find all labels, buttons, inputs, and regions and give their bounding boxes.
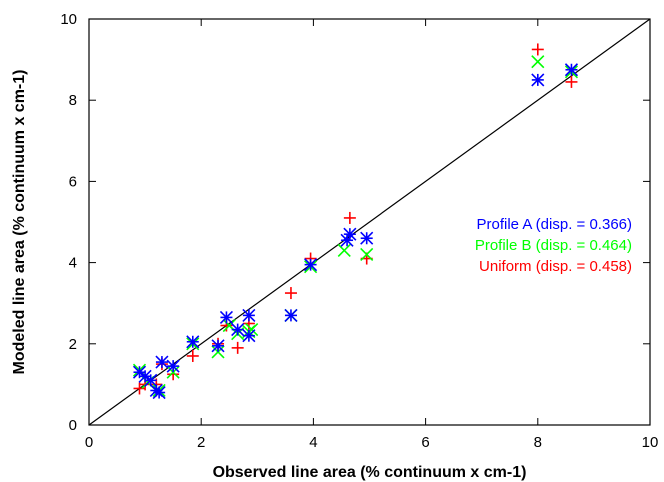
data-point-series-2	[565, 75, 578, 88]
data-point-series-0	[231, 323, 245, 337]
data-point-series-0	[219, 310, 234, 324]
data-point-series-0	[152, 385, 166, 400]
x-axis-label: Observed line area (% continuum x cm-1)	[213, 464, 527, 481]
data-point-series-0	[155, 355, 169, 369]
y-tick-label: 6	[69, 173, 77, 190]
data-point-series-2	[531, 43, 544, 56]
data-point-series-0	[186, 335, 200, 349]
legend: Profile A (disp. = 0.366) Profile B (dis…	[475, 216, 632, 275]
data-point-series-0	[284, 308, 298, 322]
legend-entry-uniform: Uniform (disp. = 0.458)	[479, 258, 632, 275]
data-point-series-1	[531, 55, 545, 69]
legend-entry-profile-a: Profile A (disp. = 0.366)	[476, 216, 632, 233]
y-tick-label: 4	[69, 255, 77, 272]
data-point-series-1	[337, 243, 351, 257]
reference-line-y-equals-x	[88, 18, 651, 426]
x-tick-label: 0	[85, 434, 93, 451]
data-point-series-0	[144, 373, 158, 387]
x-tick-label: 8	[534, 434, 542, 451]
axis-tick-labels: 0 2 4 6 8 10 0 2 4 6 8 10	[60, 11, 658, 451]
data-point-series-1	[360, 247, 374, 262]
x-tick-label: 2	[197, 434, 205, 451]
data-point-series-2	[186, 349, 199, 362]
data-point-series-2	[343, 211, 356, 224]
data-point-series-0	[343, 227, 357, 241]
y-tick-label: 8	[69, 92, 77, 109]
data-point-series-0	[531, 73, 545, 87]
y-axis-label: Modeled line area (% continuum x cm-1)	[11, 70, 28, 375]
plot-frame	[88, 18, 651, 426]
data-points	[132, 43, 579, 400]
data-point-series-0	[564, 63, 579, 77]
data-point-series-1	[211, 345, 225, 359]
data-point-series-0	[166, 359, 180, 373]
y-tick-label: 10	[60, 11, 77, 28]
data-point-series-0	[242, 308, 256, 322]
data-point-series-0	[211, 339, 225, 353]
data-point-series-2	[284, 287, 297, 300]
data-point-series-2	[231, 341, 244, 354]
legend-entry-profile-b: Profile B (disp. = 0.464)	[475, 237, 632, 254]
data-point-series-1	[166, 365, 180, 379]
data-point-series-0	[304, 258, 318, 272]
x-tick-label: 4	[309, 434, 317, 451]
x-tick-label: 6	[421, 434, 429, 451]
data-point-series-0	[242, 329, 256, 343]
y-tick-label: 2	[69, 336, 77, 353]
y-tick-label: 0	[69, 417, 77, 434]
data-point-series-0	[360, 231, 374, 245]
x-tick-label: 10	[642, 434, 659, 451]
